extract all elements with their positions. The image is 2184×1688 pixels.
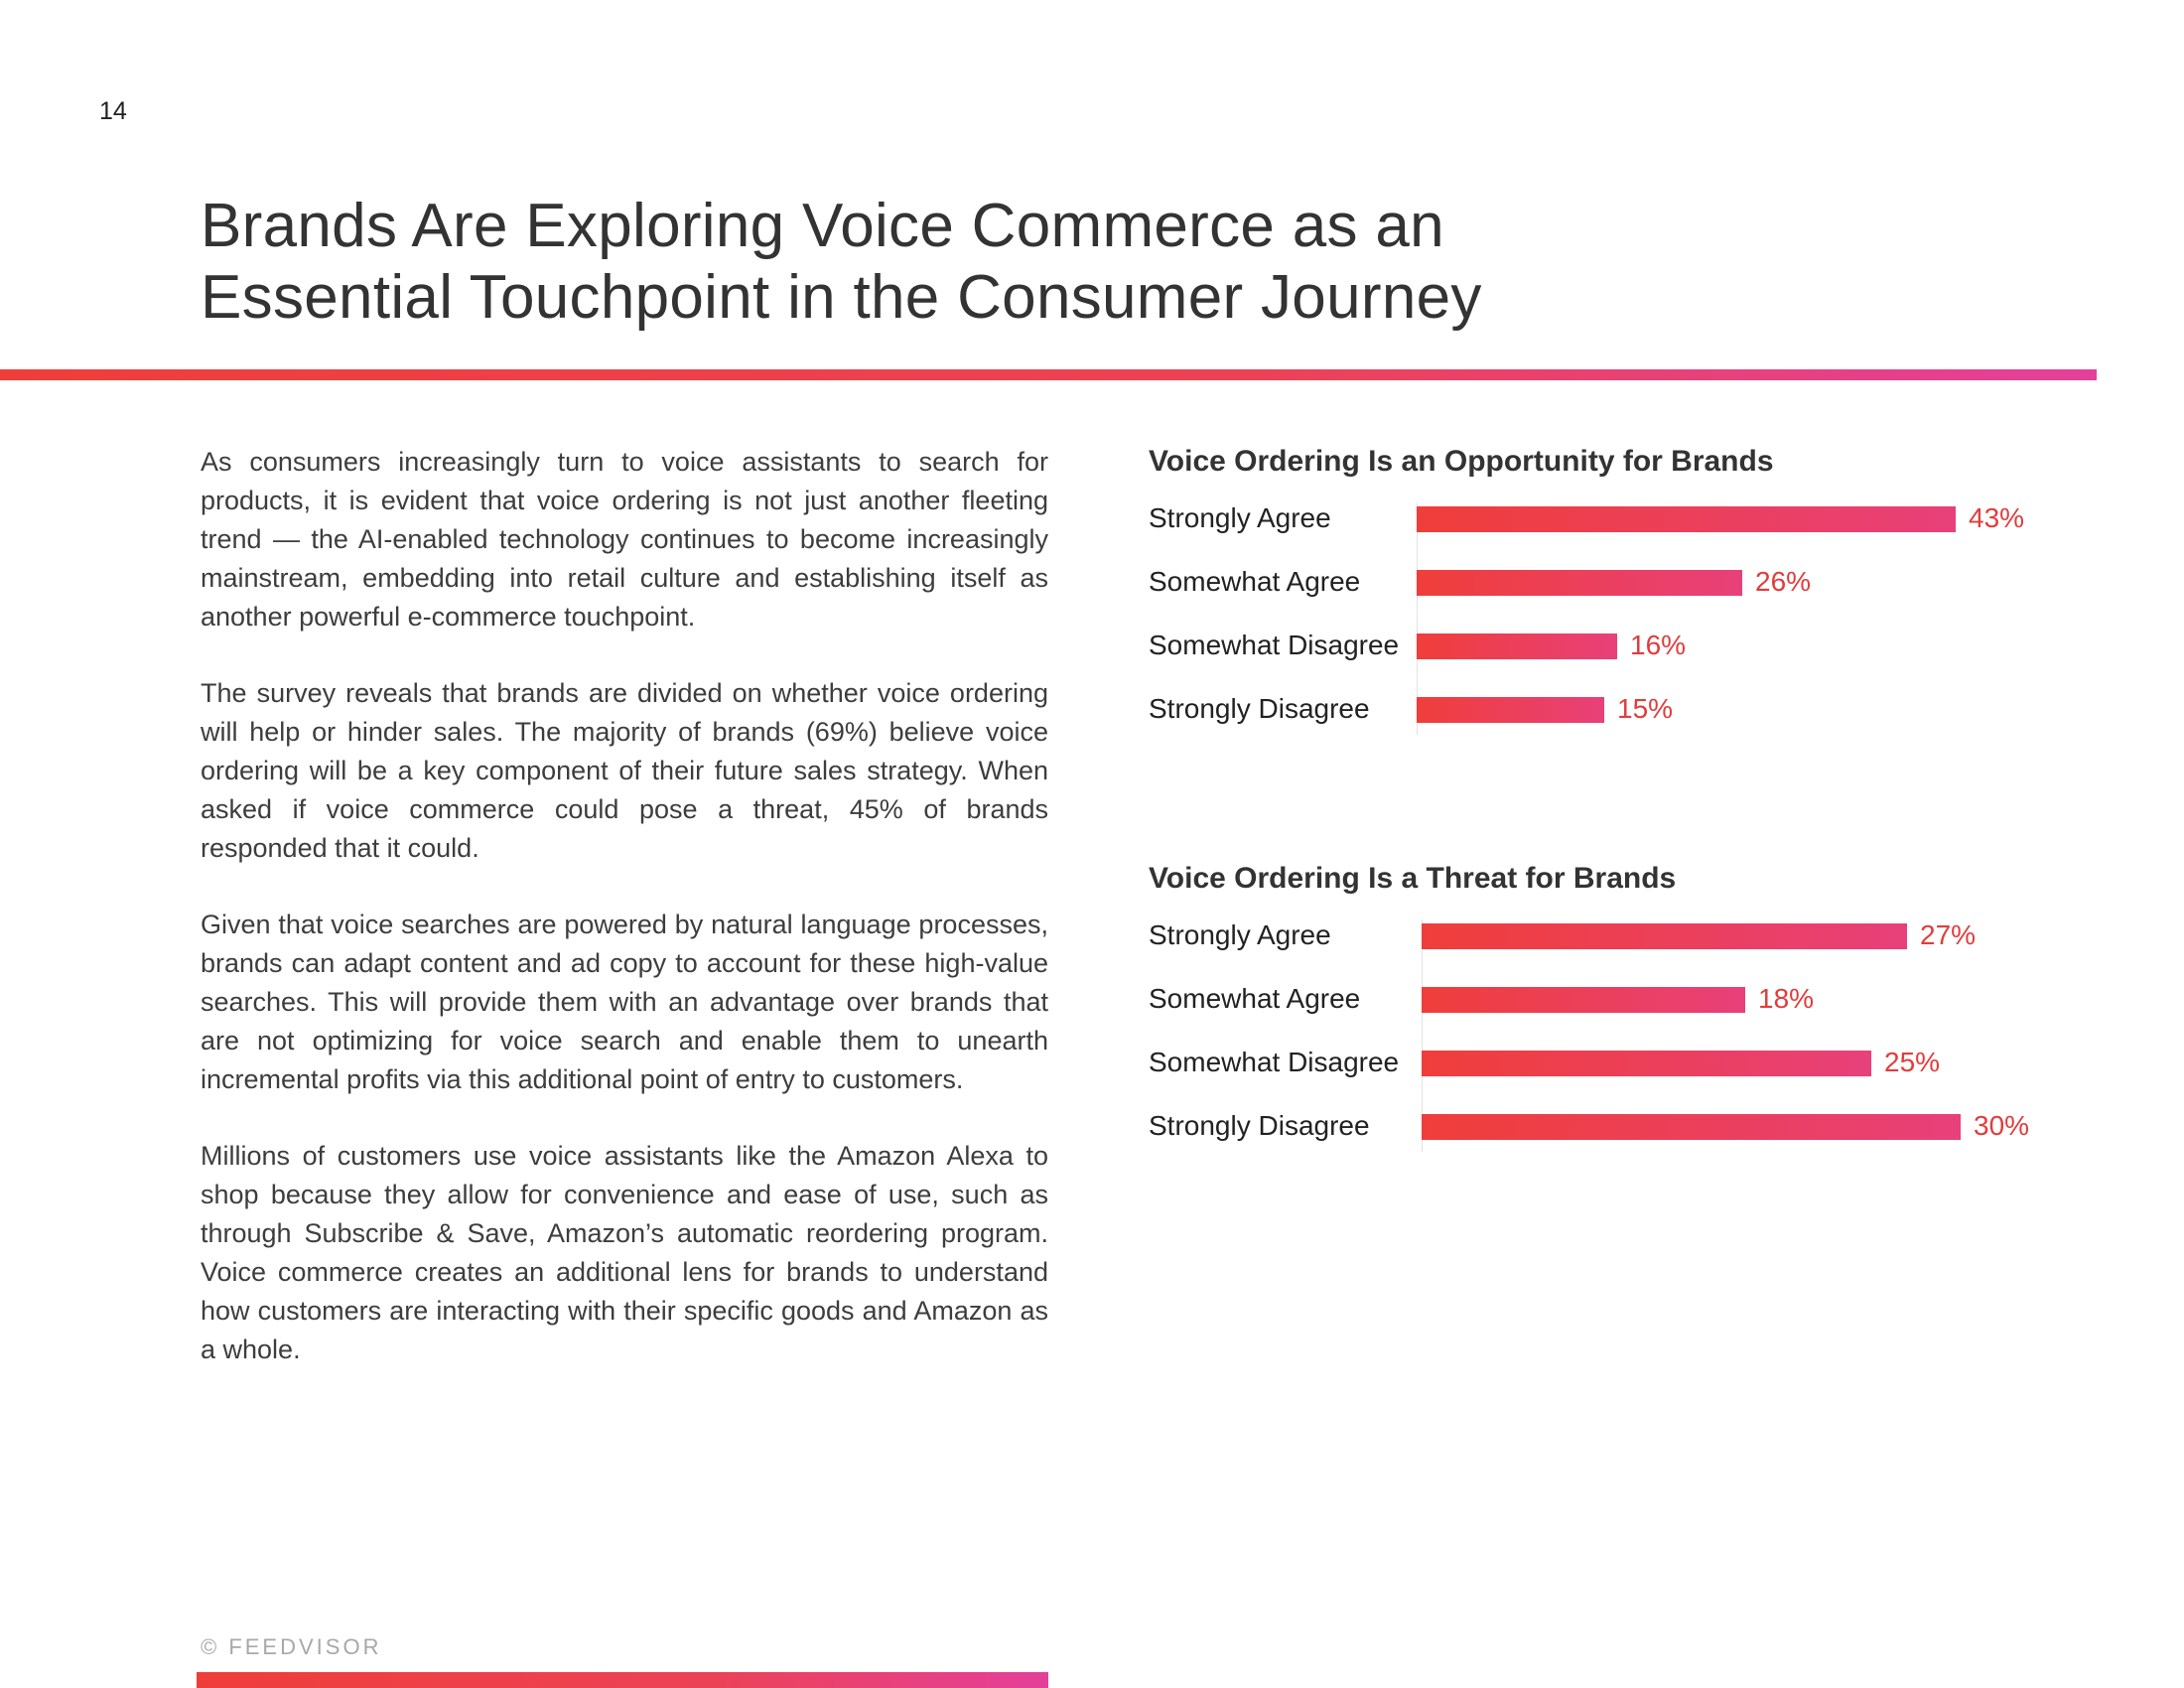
chart-row: Strongly Disagree 15% xyxy=(1149,689,2082,753)
chart-row: Strongly Agree 27% xyxy=(1149,915,2082,979)
chart-row: Somewhat Disagree 16% xyxy=(1149,626,2082,689)
chart-bar xyxy=(1422,987,1745,1013)
chart-bar xyxy=(1417,506,1956,532)
chart-bar xyxy=(1422,1051,1871,1076)
chart-category-label: Strongly Disagree xyxy=(1149,1110,1370,1141)
chart-bar xyxy=(1422,1114,1961,1140)
chart-axis-line xyxy=(1422,919,1423,1152)
footer-accent-bar xyxy=(197,1672,1048,1688)
chart-row: Somewhat Agree 18% xyxy=(1149,979,2082,1043)
chart-value-label: 26% xyxy=(1755,566,1812,597)
chart-category-label: Strongly Disagree xyxy=(1149,693,1370,724)
chart-category-label: Somewhat Agree xyxy=(1149,983,1361,1014)
chart-category-label: Somewhat Agree xyxy=(1149,566,1361,597)
chart-value-label: 18% xyxy=(1758,983,1815,1014)
chart-bar xyxy=(1417,633,1617,659)
copyright: © FEEDVISOR xyxy=(201,1634,382,1659)
chart-category-label: Somewhat Disagree xyxy=(1149,630,1400,660)
chart-value-label: 25% xyxy=(1884,1047,1941,1077)
chart-row: Somewhat Agree 26% xyxy=(1149,562,2082,626)
chart-row: Strongly Agree 43% xyxy=(1149,498,2082,562)
chart-value-label: 15% xyxy=(1617,693,1674,724)
page-title-line-1: Brands Are Exploring Voice Commerce as a… xyxy=(201,192,1444,260)
chart-category-label: Somewhat Disagree xyxy=(1149,1047,1400,1077)
chart-category-label: Strongly Agree xyxy=(1149,919,1331,950)
chart-plot-area: Strongly Agree 43% Somewhat Agree 26% Somewh… xyxy=(1149,498,2082,753)
chart-bar xyxy=(1417,697,1604,723)
page-title: Brands Are Exploring Voice Commerce as a… xyxy=(201,191,1690,334)
page-title-line-2: Essential Touchpoint in the Consumer Jou… xyxy=(201,263,1482,332)
body-text: As consumers increasingly turn to voice … xyxy=(201,443,1048,1407)
chart-bar xyxy=(1417,570,1742,596)
threat-chart: Voice Ordering Is a Threat for Brands St… xyxy=(1149,859,2082,1170)
paragraph: Given that voice searches are powered by… xyxy=(201,910,1048,1094)
chart-value-label: 43% xyxy=(1969,502,2025,533)
chart-value-label: 30% xyxy=(1974,1110,2030,1141)
chart-category-label: Strongly Agree xyxy=(1149,502,1331,533)
paragraph: The survey reveals that brands are divid… xyxy=(201,678,1048,863)
page-number: 14 xyxy=(99,97,127,125)
chart-title: Voice Ordering Is a Threat for Brands xyxy=(1149,862,1677,895)
chart-plot-area: Strongly Agree 27% Somewhat Agree 18% Somewh… xyxy=(1149,915,2082,1170)
chart-bar xyxy=(1422,923,1907,949)
chart-row: Strongly Disagree 30% xyxy=(1149,1106,2082,1170)
paragraph: As consumers increasingly turn to voice … xyxy=(201,447,1048,632)
chart-axis-line xyxy=(1417,502,1418,735)
chart-title: Voice Ordering Is an Opportunity for Bra… xyxy=(1149,445,1774,478)
opportunity-chart: Voice Ordering Is an Opportunity for Bra… xyxy=(1149,442,2082,753)
paragraph: Millions of customers use voice assistan… xyxy=(201,1141,1048,1364)
chart-value-label: 27% xyxy=(1920,919,1977,950)
title-divider xyxy=(0,369,2097,380)
chart-value-label: 16% xyxy=(1630,630,1687,660)
chart-row: Somewhat Disagree 25% xyxy=(1149,1043,2082,1106)
